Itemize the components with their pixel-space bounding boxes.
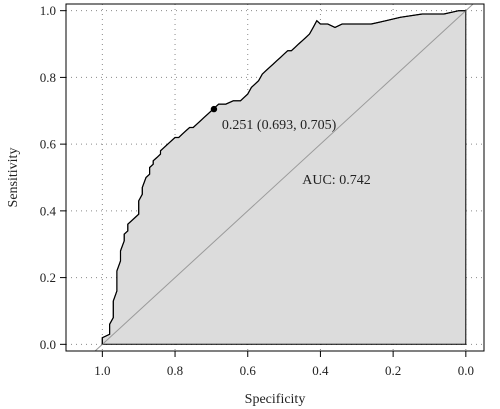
x-tick-label: 0.8 [167,363,183,378]
y-tick-label: 0.4 [40,203,57,218]
x-tick-label: 1.0 [94,363,110,378]
y-tick-label: 0.6 [40,137,57,152]
optimal-threshold-label: 0.251 (0.693, 0.705) [222,118,337,133]
x-tick-label: 0.6 [240,363,257,378]
optimal-threshold-point [210,105,218,113]
x-tick-label: 0.4 [312,363,329,378]
y-tick-label: 1.0 [40,3,56,18]
reference-diagonal [94,3,474,352]
y-tick-label: 0.0 [40,337,56,352]
y-tick-label: 0.2 [40,270,56,285]
auc-annotation: AUC: 0.742 [302,173,370,188]
roc-curve [101,10,466,345]
x-tick-label: 0.0 [458,363,474,378]
x-axis-title: Specificity [245,392,306,407]
x-tick-label: 0.2 [385,363,401,378]
y-tick-label: 0.8 [40,70,56,85]
plot-frame [65,3,485,352]
y-axis-title: Sensitivity [6,148,21,208]
axis-ticks: 1.0 0.8 0.6 0.4 0.2 0.0 0.0 0.2 0.4 0.6 0.8 1.0 [40,3,474,378]
